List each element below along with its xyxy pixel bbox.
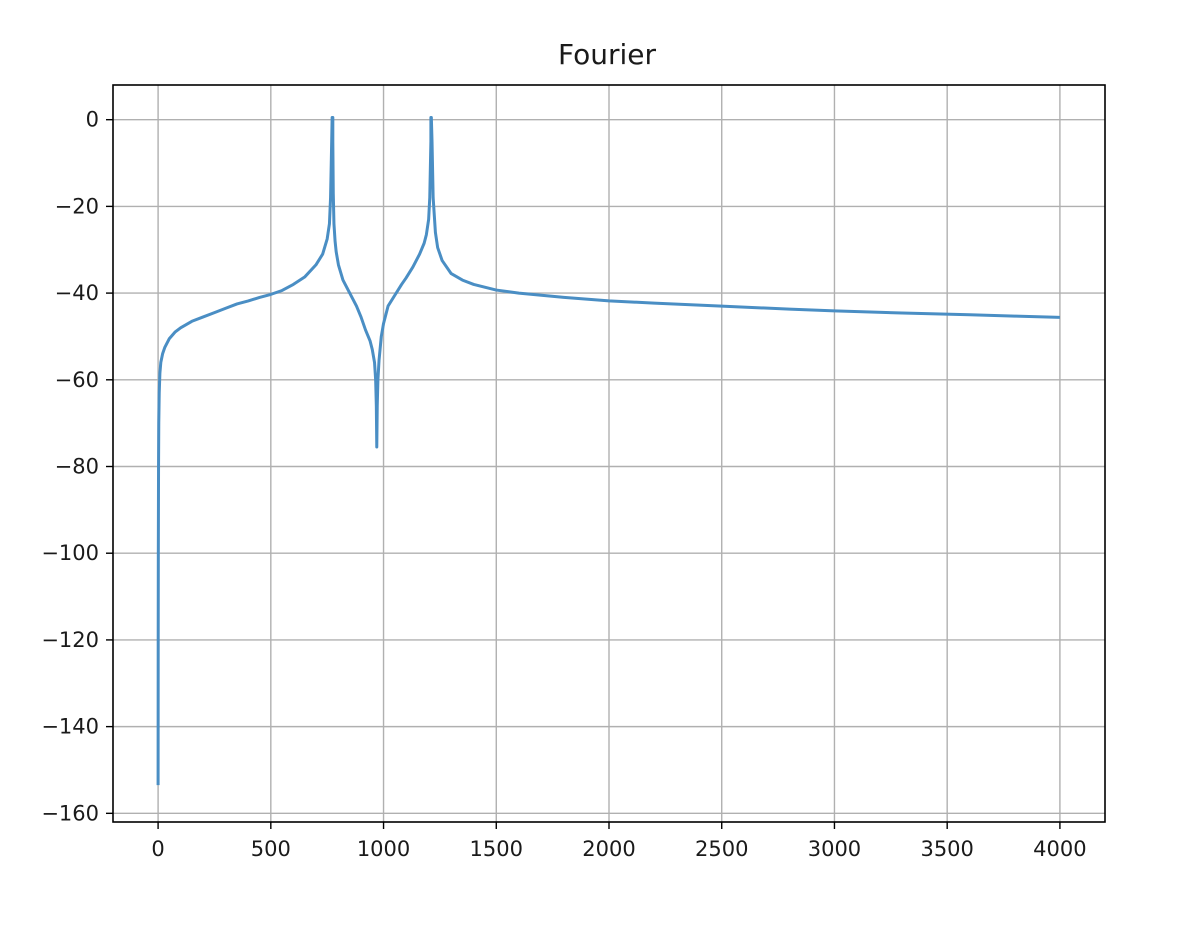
y-axis: 0 −20 −40 −60 −80 −100 −120 −140 −160 — [41, 108, 113, 825]
y-tick-label: −120 — [41, 628, 99, 652]
x-tick-label: 1500 — [470, 837, 523, 861]
series-layer — [156, 116, 1060, 786]
x-tick-label: 1000 — [357, 837, 410, 861]
x-tick-label: 4000 — [1033, 837, 1086, 861]
x-tick-label: 2500 — [695, 837, 748, 861]
y-tick-label: 0 — [86, 108, 99, 132]
x-tick-label: 3000 — [808, 837, 861, 861]
x-axis: 0 500 1000 1500 2000 2500 3000 3500 4000 — [151, 822, 1087, 861]
y-tick-label: −140 — [41, 715, 99, 739]
x-tick-label: 0 — [151, 837, 164, 861]
x-tick-label: 500 — [251, 837, 291, 861]
y-tick-label: −160 — [41, 801, 99, 825]
y-tick-label: −100 — [41, 541, 99, 565]
chart-title: Fourier — [558, 38, 657, 71]
y-tick-label: −40 — [55, 281, 99, 305]
x-tick-label: 3500 — [920, 837, 973, 861]
y-tick-label: −20 — [55, 194, 99, 218]
series-line-0 — [156, 116, 1060, 786]
y-tick-label: −80 — [55, 455, 99, 479]
x-tick-label: 2000 — [582, 837, 635, 861]
y-tick-label: −60 — [55, 368, 99, 392]
